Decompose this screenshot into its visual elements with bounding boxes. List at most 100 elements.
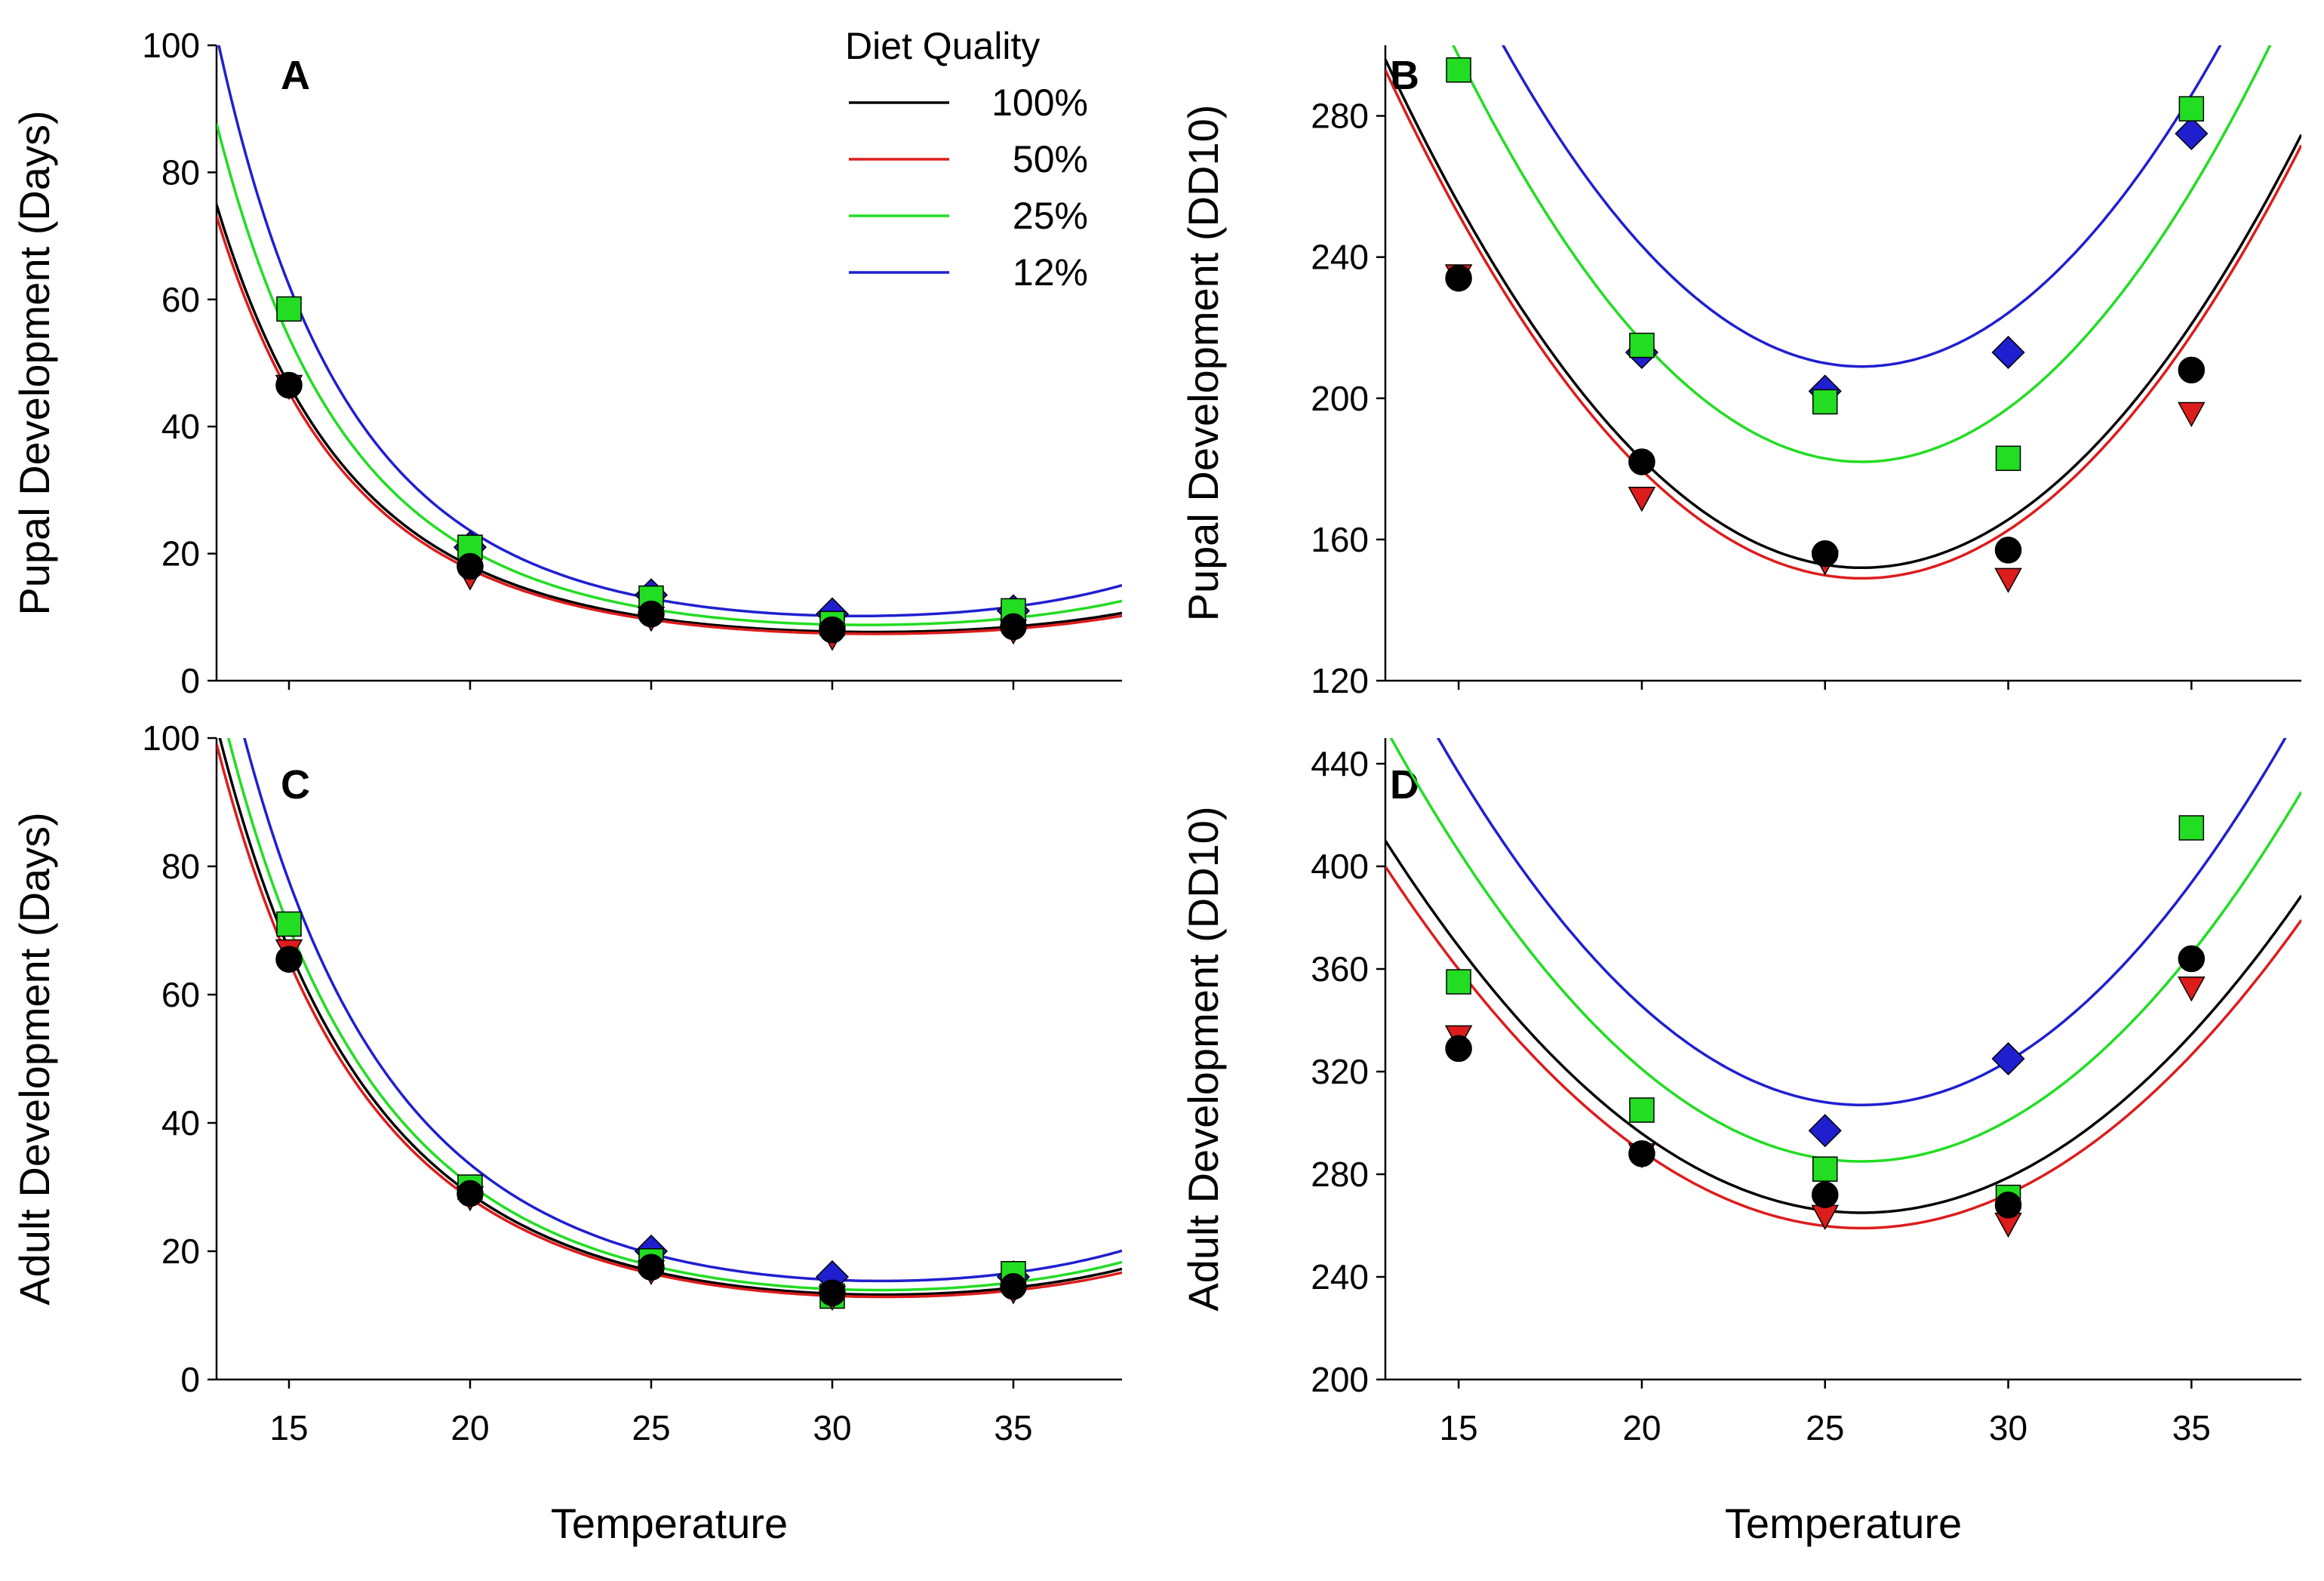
y-tick-label: 80 (161, 152, 200, 192)
x-tick-label: 35 (2172, 1408, 2211, 1447)
fit-line-100pct (217, 204, 1122, 634)
data-point-100pct (1445, 1035, 1472, 1063)
legend: Diet Quality 100% 50% 25% 12% (845, 25, 1088, 294)
data-point-25pct (1812, 389, 1838, 415)
data-point-25pct (2178, 96, 2205, 121)
data-points (1444, 57, 2209, 593)
data-point-50pct (2178, 401, 2206, 428)
y-tick-label: 40 (161, 407, 200, 446)
data-point-100pct (1811, 1181, 1839, 1208)
y-tick-label: 20 (161, 1232, 200, 1271)
data-point-25pct (1629, 332, 1655, 358)
data-point-100pct (275, 371, 303, 399)
legend-entry: 12% (1013, 251, 1088, 294)
panel-letter: A (281, 53, 310, 98)
data-point-100pct (638, 1253, 665, 1281)
data-point-100pct (2178, 945, 2206, 973)
data-point-100pct (1994, 1192, 2022, 1219)
y-tick-label: 240 (1311, 238, 1369, 277)
data-point-100pct (275, 946, 303, 973)
fit-line-12pct (217, 45, 1122, 618)
legend-entry: 100% (991, 82, 1088, 124)
x-axis-label: Temperature (551, 1499, 788, 1547)
y-tick-label: 240 (1311, 1257, 1369, 1296)
y-tick-label: 40 (161, 1103, 200, 1143)
data-point-25pct (276, 296, 302, 322)
x-tick-label: 25 (632, 1408, 670, 1447)
y-axis-label: Pupal Development (Days) (11, 110, 58, 615)
fit-curves (217, 45, 1122, 635)
x-tick-label: 15 (1440, 1408, 1478, 1447)
y-tick-label: 60 (161, 280, 200, 319)
y-tick-label: 60 (161, 975, 200, 1014)
data-point-25pct (1629, 1097, 1655, 1123)
data-point-25pct (2178, 815, 2205, 841)
data-point-50pct (2178, 977, 2206, 1002)
y-tick-label: 160 (1311, 520, 1369, 559)
data-points (1444, 815, 2206, 1238)
data-point-100pct (456, 552, 484, 580)
fit-line-100pct (1385, 59, 2301, 570)
y-axis-label: Pupal Development (DD10) (1179, 105, 1227, 622)
y-tick-label: 360 (1311, 949, 1369, 989)
data-point-25pct (1812, 1156, 1838, 1182)
fit-line-12pct (1436, 738, 2287, 1106)
data-point-100pct (456, 1180, 484, 1207)
fit-line-50pct (217, 743, 1122, 1299)
y-tick-label: 400 (1311, 847, 1369, 886)
data-point-12pct (1991, 1041, 2025, 1076)
y-tick-label: 440 (1311, 744, 1369, 783)
y-tick-label: 200 (1311, 1360, 1369, 1399)
y-tick-label: 20 (161, 534, 200, 574)
x-tick-label: 20 (450, 1408, 489, 1447)
data-point-100pct (1994, 537, 2022, 564)
y-tick-label: 80 (161, 847, 200, 886)
data-point-25pct (1995, 445, 2021, 472)
data-points (275, 296, 1031, 651)
data-point-12pct (1808, 1114, 1842, 1148)
panel-c: 0 20 40 60 80 100 15 20 25 30 35 Adult Development … (11, 718, 1122, 1547)
data-point-25pct (1446, 969, 1471, 995)
x-tick-label: 25 (1806, 1408, 1844, 1447)
y-tick-label: 0 (180, 661, 200, 700)
fit-line-25pct (227, 738, 1122, 1292)
fit-line-12pct (1502, 45, 2222, 368)
data-point-100pct (2178, 356, 2206, 384)
x-axis-label: Temperature (1725, 1499, 1962, 1547)
y-tick-label: 280 (1311, 1155, 1369, 1194)
data-point-100pct (638, 600, 665, 628)
data-point-100pct (819, 616, 846, 644)
data-point-100pct (1445, 264, 1472, 292)
x-tick-label: 30 (813, 1408, 851, 1447)
fit-curves (1385, 738, 2301, 1230)
fit-line-50pct (1385, 866, 2301, 1230)
x-tick-label: 30 (1989, 1408, 2027, 1447)
data-point-12pct (1991, 335, 2025, 370)
fit-line-100pct (218, 738, 1122, 1296)
fit-line-25pct (1389, 738, 2301, 1163)
fit-curves (1385, 45, 2301, 580)
fit-curves (217, 738, 1122, 1299)
x-tick-label: 15 (269, 1408, 308, 1447)
data-point-100pct (1000, 1273, 1027, 1300)
data-point-100pct (1628, 448, 1655, 475)
y-tick-label: 100 (142, 26, 200, 65)
x-tick-label: 20 (1622, 1408, 1661, 1447)
y-tick-label: 0 (180, 1360, 200, 1399)
fit-line-25pct (1452, 45, 2272, 463)
data-point-50pct (1628, 487, 1656, 512)
data-point-100pct (1628, 1140, 1655, 1167)
y-axis-label: Adult Development (DD10) (1179, 806, 1227, 1311)
fit-line-50pct (217, 215, 1122, 635)
y-tick-label: 280 (1311, 97, 1369, 136)
fit-line-100pct (1385, 840, 2301, 1214)
legend-title: Diet Quality (845, 25, 1040, 67)
y-axis-label: Adult Development (Days) (11, 812, 58, 1306)
y-tick-label: 100 (142, 718, 200, 758)
data-point-100pct (1811, 540, 1839, 567)
panel-letter: D (1390, 762, 1419, 807)
x-tick-label: 35 (994, 1408, 1032, 1447)
data-point-25pct (1446, 57, 1471, 83)
data-point-50pct (1994, 567, 2022, 593)
